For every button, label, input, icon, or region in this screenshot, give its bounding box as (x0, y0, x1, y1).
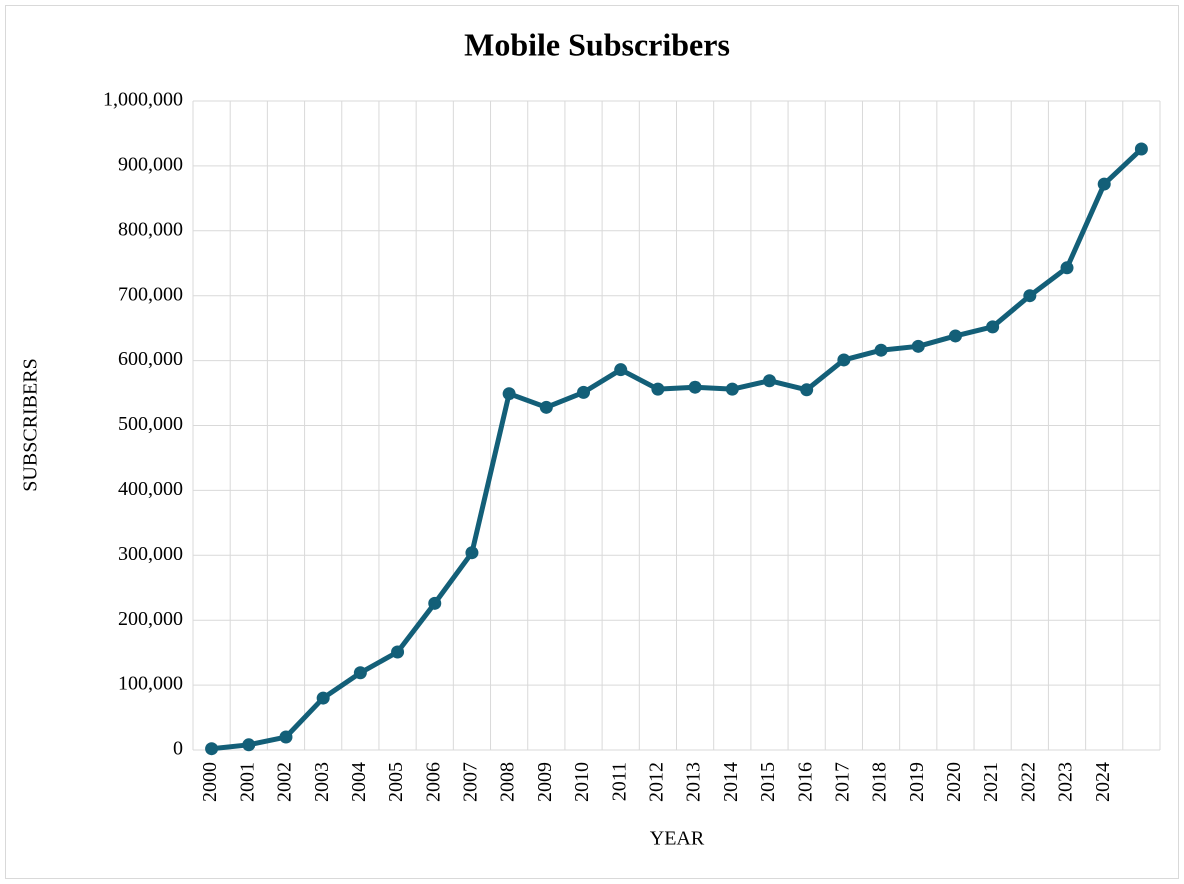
marker (948, 329, 962, 343)
x-tick-label: 2011 (608, 762, 630, 801)
x-tick-label: 2021 (980, 762, 1002, 802)
x-tick-label: 2000 (199, 762, 221, 802)
marker (986, 320, 1000, 334)
y-tick-label: 1,000,000 (103, 89, 183, 111)
x-tick-label: 2001 (236, 762, 258, 802)
x-tick-label: 2024 (1092, 762, 1114, 802)
x-tick-label: 2005 (385, 762, 407, 802)
marker (242, 738, 256, 752)
y-axis-title: SUBSCRIBERS (20, 358, 42, 491)
marker (577, 385, 591, 399)
y-tick-label: 100,000 (118, 673, 183, 695)
x-tick-label: 2017 (831, 762, 853, 802)
x-tick-label: 2008 (497, 762, 519, 802)
marker (1060, 261, 1074, 275)
x-tick-label: 2007 (460, 762, 482, 802)
marker (205, 742, 219, 756)
x-tick-label: 2015 (757, 762, 779, 802)
x-tick-label: 2012 (645, 762, 667, 802)
marker (428, 596, 442, 610)
marker (800, 383, 814, 397)
marker (539, 400, 553, 414)
y-tick-label: 900,000 (118, 153, 183, 175)
x-tick-label: 2019 (906, 762, 928, 802)
y-tick-label: 500,000 (118, 413, 183, 435)
x-tick-label: 2018 (869, 762, 891, 802)
chart-title: Mobile Subscribers (464, 26, 730, 62)
x-tick-label: 2009 (534, 762, 556, 802)
marker (762, 374, 776, 388)
x-tick-label: 2003 (311, 762, 333, 802)
marker (614, 363, 628, 377)
y-tick-label: 400,000 (118, 478, 183, 500)
marker (874, 343, 888, 357)
marker (1097, 177, 1111, 191)
marker (502, 387, 516, 401)
x-tick-label: 2014 (720, 762, 742, 802)
y-tick-label: 200,000 (118, 608, 183, 630)
x-tick-label: 2010 (571, 762, 593, 802)
y-tick-label: 300,000 (118, 543, 183, 565)
y-tick-label: 700,000 (118, 283, 183, 305)
x-tick-label: 2016 (794, 762, 816, 802)
x-tick-label: 2023 (1055, 762, 1077, 802)
marker (316, 691, 330, 705)
marker (391, 645, 405, 659)
x-tick-label: 2013 (683, 762, 705, 802)
marker (279, 730, 293, 744)
marker (651, 382, 665, 396)
marker (688, 380, 702, 394)
marker (353, 666, 367, 680)
y-tick-label: 600,000 (118, 348, 183, 370)
marker (725, 382, 739, 396)
x-axis-title: YEAR (650, 828, 705, 850)
x-tick-label: 2022 (1017, 762, 1039, 802)
x-tick-label: 2002 (274, 762, 296, 802)
y-tick-label: 800,000 (118, 218, 183, 240)
marker (837, 353, 851, 367)
x-tick-label: 2020 (943, 762, 965, 802)
x-tick-label: 2004 (348, 762, 370, 802)
chart-border (5, 5, 1179, 879)
marker (1023, 289, 1037, 303)
y-tick-label: 0 (173, 738, 183, 760)
marker (465, 546, 479, 560)
marker (911, 339, 925, 353)
x-tick-label: 2006 (422, 762, 444, 802)
marker (1134, 142, 1148, 156)
